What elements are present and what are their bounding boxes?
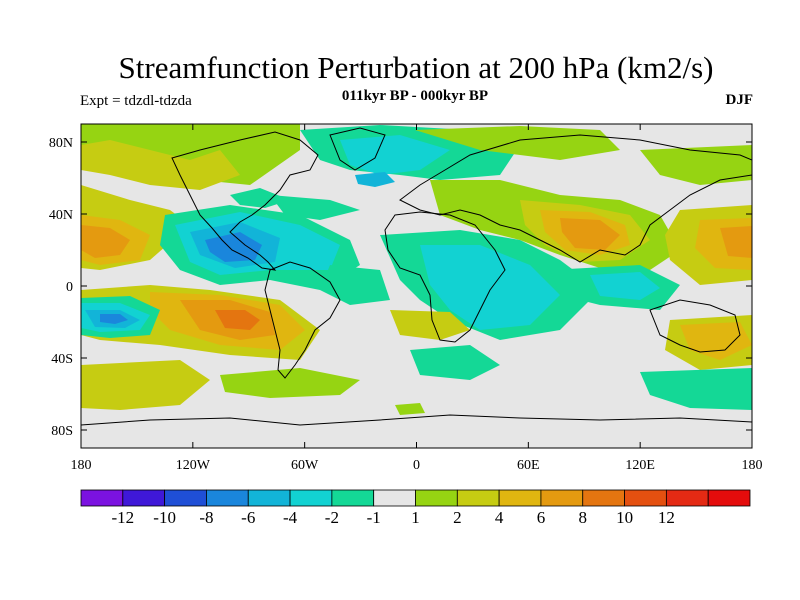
coast-south-america xyxy=(264,261,341,379)
x-tick-label: 180 xyxy=(71,458,92,473)
field-patch xyxy=(590,272,660,300)
colorbar-swatch xyxy=(415,489,458,507)
field-patch xyxy=(640,368,752,410)
field-patch xyxy=(220,368,360,398)
coast-antarctica xyxy=(81,414,752,426)
x-tick-label: 120W xyxy=(176,458,211,473)
colorbar-label: 2 xyxy=(453,508,462,527)
field-patch xyxy=(395,403,425,415)
colorbar-swatch xyxy=(498,489,542,507)
field-patch xyxy=(81,225,130,258)
field-patch xyxy=(420,245,560,330)
y-tick-label: 40N xyxy=(49,208,73,223)
colorbar-swatch xyxy=(456,489,500,507)
colorbar-swatch xyxy=(247,489,291,507)
colorbar-swatch xyxy=(373,489,416,507)
chart-title: Streamfunction Perturbation at 200 hPa (… xyxy=(118,50,714,85)
field-patch xyxy=(680,322,752,360)
colorbar-swatch xyxy=(707,489,751,507)
coastlines xyxy=(81,127,752,426)
colorbar-swatch xyxy=(122,489,166,507)
colorbar-swatch xyxy=(331,489,375,507)
colorbar-label: 6 xyxy=(537,508,546,527)
colorbar-label: 4 xyxy=(495,508,504,527)
coast-australia xyxy=(649,299,741,353)
x-tick-label: 120E xyxy=(625,458,655,473)
colorbar-label: -1 xyxy=(367,508,381,527)
colorbar-swatch xyxy=(164,489,207,507)
season-label: DJF xyxy=(725,92,754,108)
colorbar-swatch xyxy=(206,489,249,507)
y-tick-label: 80S xyxy=(51,424,73,439)
colorbar-label: -6 xyxy=(241,508,255,527)
x-tick-label: 60E xyxy=(517,458,540,473)
field-patch xyxy=(560,218,620,250)
colorbar-swatch xyxy=(80,489,124,507)
coast-africa xyxy=(384,211,506,343)
colorbar-label: -2 xyxy=(325,508,339,527)
colorbar-swatch xyxy=(665,489,709,507)
field-patch xyxy=(640,145,752,185)
colorbar-label: -8 xyxy=(199,508,213,527)
map-area xyxy=(81,124,752,448)
colorbar-label: -12 xyxy=(111,508,134,527)
field-patch xyxy=(230,188,290,208)
field-patch xyxy=(81,360,210,410)
colorbar-swatch xyxy=(582,489,625,507)
field-patch xyxy=(415,126,620,160)
colorbar-label: -10 xyxy=(153,508,176,527)
x-tick-label: 60W xyxy=(291,458,319,473)
colorbar-swatch xyxy=(624,489,667,507)
colorbar-label: 1 xyxy=(411,508,420,527)
experiment-label: Expt = tdzdl-tdzda xyxy=(80,93,192,109)
x-tick-label: 180 xyxy=(742,458,763,473)
colorbar-label: -4 xyxy=(283,508,298,527)
colorbar: -12 -10 -8 -6 -4 -2 -1 1 2 4 6 8 10 12 xyxy=(80,489,751,527)
field-patch xyxy=(100,314,128,324)
contour-field xyxy=(81,124,752,415)
field-patch xyxy=(410,345,500,380)
colorbar-label: 8 xyxy=(579,508,588,527)
coast-north-america xyxy=(171,131,319,271)
y-tick-label: 80N xyxy=(49,136,73,151)
field-patch xyxy=(340,135,450,175)
field-patch xyxy=(215,310,260,330)
field-patch xyxy=(205,232,262,262)
x-tick-label: 0 xyxy=(413,458,420,473)
field-patch xyxy=(270,195,360,220)
chart-subtitle: 011kyr BP - 000kyr BP xyxy=(341,88,489,104)
y-tick-label: 0 xyxy=(66,280,73,295)
y-tick-label: 40S xyxy=(51,352,73,367)
colorbar-label: 10 xyxy=(616,508,633,527)
field-patch xyxy=(390,310,470,340)
colorbar-swatch xyxy=(540,489,584,507)
field-patch xyxy=(81,140,240,190)
coast-greenland xyxy=(329,127,386,171)
colorbar-swatch xyxy=(289,489,333,507)
colorbar-label: 12 xyxy=(658,508,675,527)
coast-eurasia xyxy=(399,134,752,263)
axis-ticks: 180 120W 60W 0 60E 120E 180 80N 40N 0 40S 80S xyxy=(49,124,763,473)
field-patch xyxy=(355,172,395,187)
field-patch xyxy=(720,226,752,258)
